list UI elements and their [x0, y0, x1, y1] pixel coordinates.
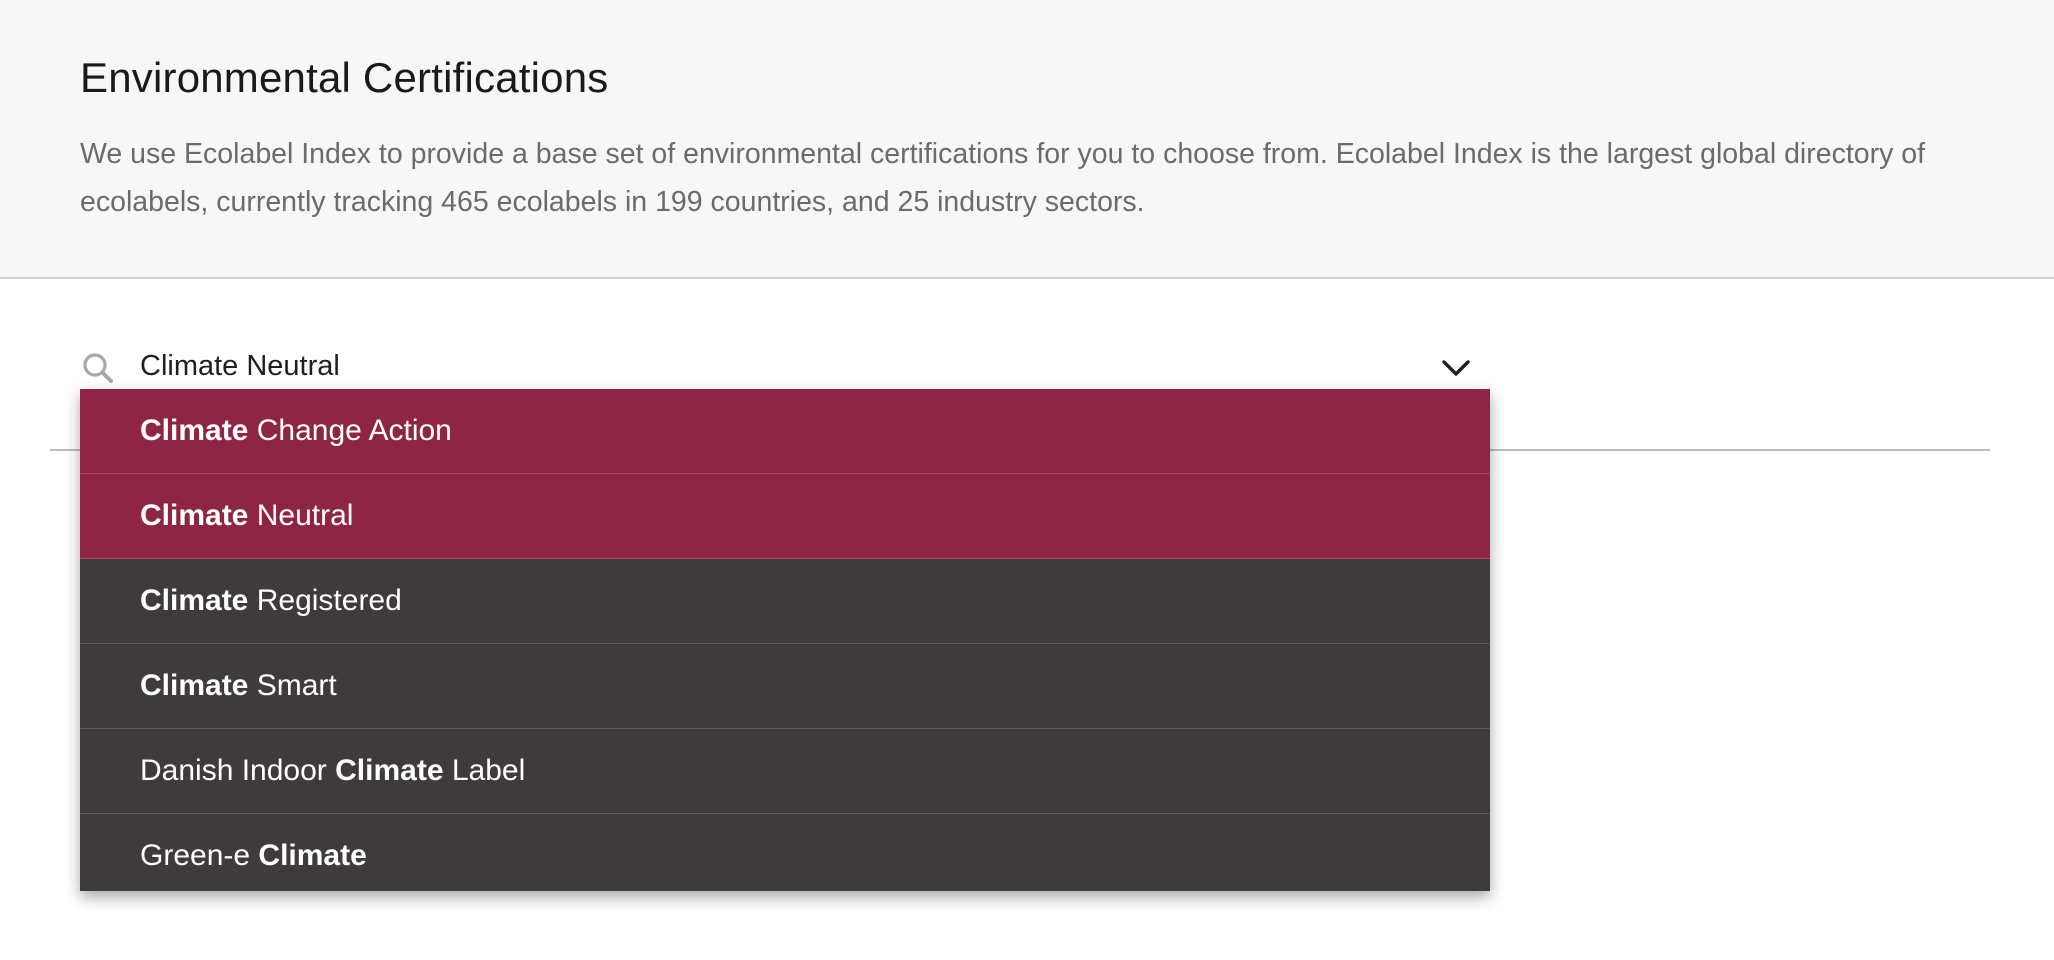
option-match: Climate [140, 669, 249, 702]
option-prefix: Danish Indoor [140, 754, 327, 787]
option-suffix: Change Action [256, 414, 452, 447]
option-suffix: Label [451, 754, 526, 787]
option-suffix: Neutral [256, 499, 354, 532]
search-icon [83, 353, 113, 383]
chevron-down-icon[interactable] [1438, 350, 1474, 386]
option-suffix: Registered [256, 584, 402, 617]
option-match: Climate [140, 584, 249, 617]
suggestion-option[interactable]: Climate Smart [80, 644, 1490, 729]
suggestion-option[interactable]: Danish Indoor Climate Label [80, 729, 1490, 814]
option-prefix: Green-e [140, 839, 251, 872]
suggestion-option[interactable]: Climate Registered [80, 559, 1490, 644]
suggestions-dropdown: Climate Change Action Climate Neutral Cl… [80, 389, 1490, 891]
search-input[interactable] [140, 338, 1380, 394]
option-match: Climate [140, 499, 249, 532]
option-match: Climate [258, 839, 367, 872]
page-title: Environmental Certifications [80, 54, 609, 101]
suggestion-option[interactable]: Climate Change Action [80, 389, 1490, 474]
option-match: Climate [335, 754, 444, 787]
suggestion-option[interactable]: Climate Neutral [80, 474, 1490, 559]
option-match: Climate [140, 414, 249, 447]
suggestion-option[interactable]: Green-e Climate [80, 814, 1490, 891]
page-description: We use Ecolabel Index to provide a base … [80, 138, 1926, 218]
certification-search[interactable] [80, 338, 1490, 394]
page-header: Environmental Certifications We use Ecol… [0, 0, 2054, 279]
option-suffix: Smart [256, 669, 337, 702]
